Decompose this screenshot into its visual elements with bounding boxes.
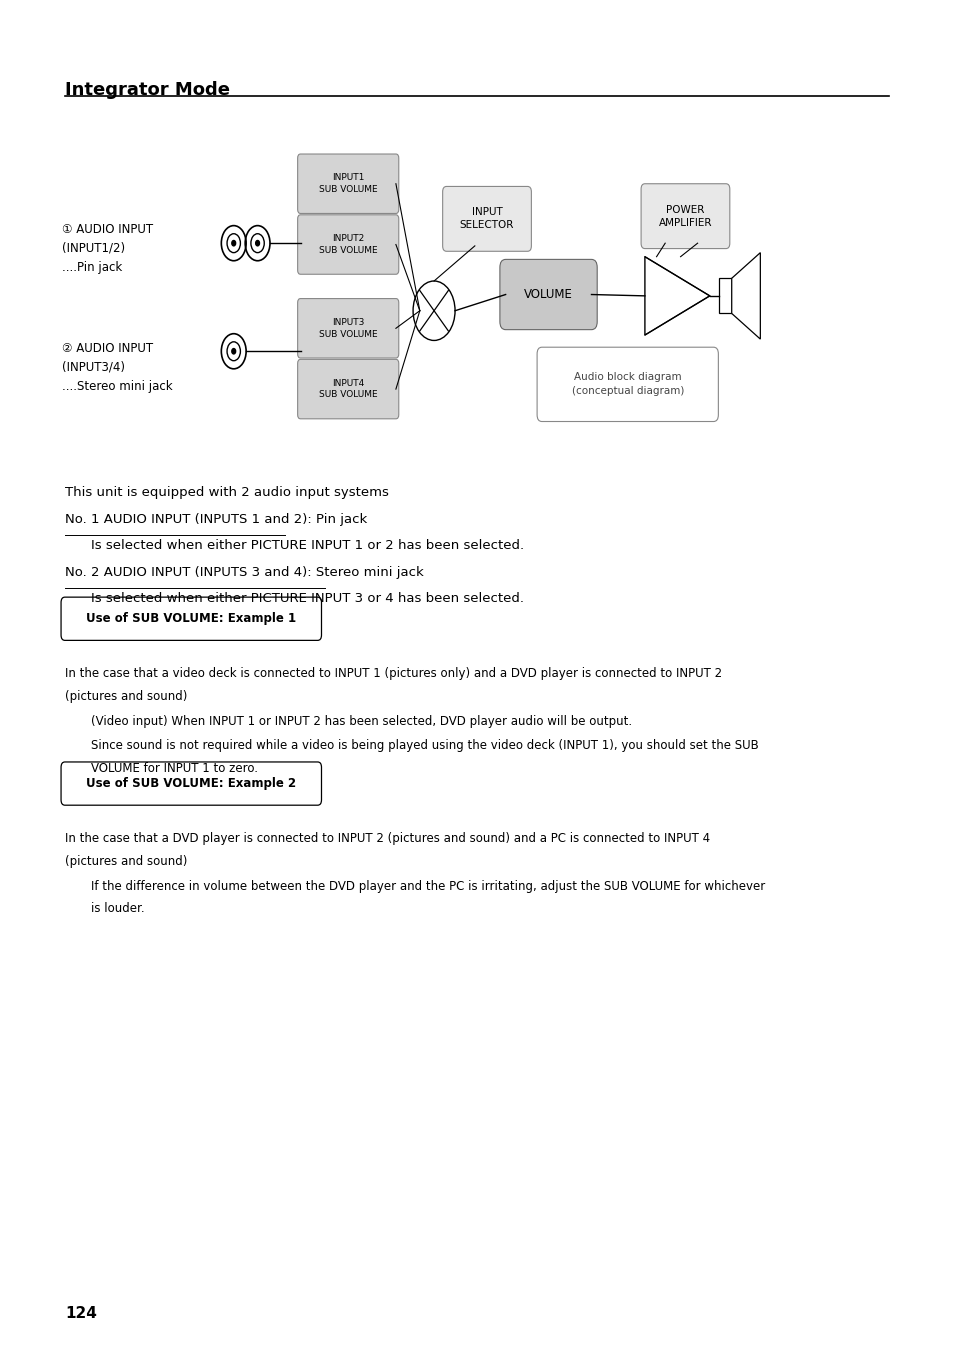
FancyBboxPatch shape [61, 597, 321, 640]
Text: This unit is equipped with 2 audio input systems: This unit is equipped with 2 audio input… [65, 486, 388, 500]
Circle shape [255, 240, 259, 246]
Text: INPUT4
SUB VOLUME: INPUT4 SUB VOLUME [318, 378, 377, 400]
Text: Use of SUB VOLUME: Example 1: Use of SUB VOLUME: Example 1 [86, 612, 296, 626]
Bar [719, 278, 731, 313]
Text: Audio block diagram
(conceptual diagram): Audio block diagram (conceptual diagram) [571, 373, 683, 396]
FancyBboxPatch shape [442, 186, 531, 251]
Text: If the difference in volume between the DVD player and the PC is irritating, adj: If the difference in volume between the … [91, 880, 764, 893]
Text: Is selected when either PICTURE INPUT 3 or 4 has been selected.: Is selected when either PICTURE INPUT 3 … [91, 592, 523, 605]
Text: No. 1 AUDIO INPUT (INPUTS 1 and 2): Pin jack: No. 1 AUDIO INPUT (INPUTS 1 and 2): Pin … [65, 513, 367, 527]
Polygon shape [731, 253, 760, 339]
Text: is louder.: is louder. [91, 902, 144, 916]
Circle shape [232, 349, 235, 354]
Text: (Video input) When INPUT 1 or INPUT 2 has been selected, DVD player audio will b: (Video input) When INPUT 1 or INPUT 2 ha… [91, 715, 631, 728]
Text: (pictures and sound): (pictures and sound) [65, 855, 187, 869]
Text: Use of SUB VOLUME: Example 2: Use of SUB VOLUME: Example 2 [86, 777, 296, 790]
Text: (pictures and sound): (pictures and sound) [65, 690, 187, 704]
Text: VOLUME for INPUT 1 to zero.: VOLUME for INPUT 1 to zero. [91, 762, 257, 775]
Text: 124: 124 [65, 1306, 96, 1321]
Text: INPUT1
SUB VOLUME: INPUT1 SUB VOLUME [318, 173, 377, 195]
Text: VOLUME: VOLUME [523, 288, 573, 301]
FancyBboxPatch shape [297, 154, 398, 213]
FancyBboxPatch shape [61, 762, 321, 805]
Text: INPUT2
SUB VOLUME: INPUT2 SUB VOLUME [318, 234, 377, 255]
FancyBboxPatch shape [297, 215, 398, 274]
Circle shape [232, 240, 235, 246]
Text: INPUT
SELECTOR: INPUT SELECTOR [459, 207, 514, 231]
Text: No. 2 AUDIO INPUT (INPUTS 3 and 4): Stereo mini jack: No. 2 AUDIO INPUT (INPUTS 3 and 4): Ster… [65, 566, 423, 580]
Polygon shape [644, 257, 709, 335]
Text: INPUT3
SUB VOLUME: INPUT3 SUB VOLUME [318, 317, 377, 339]
FancyBboxPatch shape [640, 184, 729, 249]
Text: In the case that a DVD player is connected to INPUT 2 (pictures and sound) and a: In the case that a DVD player is connect… [65, 832, 709, 846]
FancyBboxPatch shape [297, 359, 398, 419]
FancyBboxPatch shape [499, 259, 597, 330]
FancyBboxPatch shape [297, 299, 398, 358]
Text: ① AUDIO INPUT
(INPUT1/2)
....Pin jack: ① AUDIO INPUT (INPUT1/2) ....Pin jack [62, 223, 153, 274]
Text: POWER
AMPLIFIER: POWER AMPLIFIER [658, 204, 712, 228]
FancyBboxPatch shape [537, 347, 718, 422]
Text: Integrator Mode: Integrator Mode [65, 81, 230, 99]
Text: Since sound is not required while a video is being played using the video deck (: Since sound is not required while a vide… [91, 739, 758, 753]
Text: Is selected when either PICTURE INPUT 1 or 2 has been selected.: Is selected when either PICTURE INPUT 1 … [91, 539, 523, 553]
Text: ② AUDIO INPUT
(INPUT3/4)
....Stereo mini jack: ② AUDIO INPUT (INPUT3/4) ....Stereo mini… [62, 342, 172, 393]
Text: In the case that a video deck is connected to INPUT 1 (pictures only) and a DVD : In the case that a video deck is connect… [65, 667, 721, 681]
